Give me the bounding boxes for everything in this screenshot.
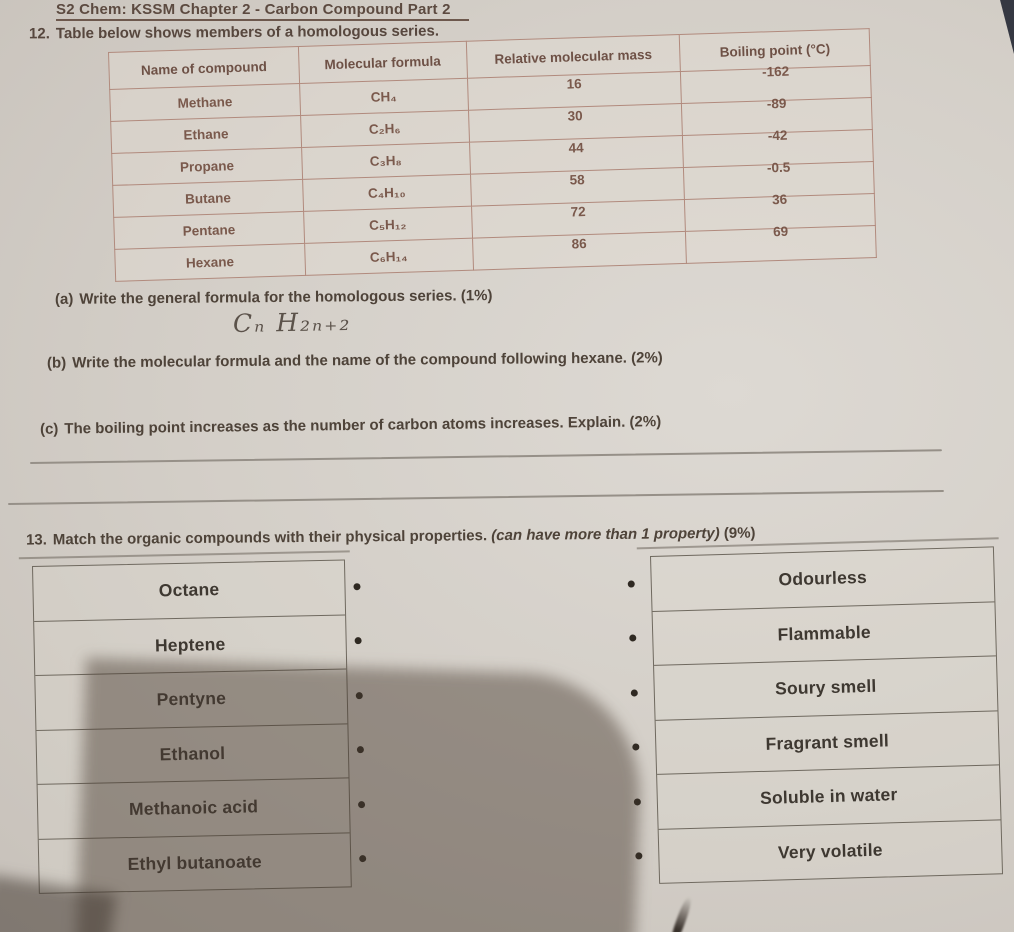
relative-mass-value: 72 [570, 204, 586, 220]
compound-row: Octane [33, 560, 361, 622]
property-label: Soluble in water [759, 784, 898, 809]
question-12-number: 12. [28, 25, 50, 43]
page-title: S2 Chem: KSSM Chapter 2 - Carbon Compoun… [56, 1, 469, 21]
answer-line [8, 489, 944, 505]
question-a-text: Write the general formula for the homolo… [79, 287, 493, 308]
phone-shadow [75, 658, 644, 932]
molecular-formula: C₃H₈ [301, 142, 471, 180]
match-dot [353, 582, 361, 591]
relative-mass-value: 44 [568, 140, 584, 156]
molecular-formula: CH₄ [299, 78, 469, 116]
boiling-point-value: -89 [766, 95, 787, 112]
question-b-text: Write the molecular formula and the name… [72, 349, 663, 372]
property-row: Fragrant smell [632, 710, 999, 775]
question-a: (a) Write the general formula for the hom… [55, 287, 493, 308]
property-label: Soury smell [774, 675, 877, 699]
boiling-point-value: -162 [761, 63, 790, 80]
molecular-formula: C₅H₁₂ [303, 206, 473, 244]
compound-name: Hexane [114, 243, 306, 282]
col-header-name: Name of compound [108, 46, 300, 90]
relative-mass-value: 30 [567, 108, 583, 124]
boiling-point: 69 [685, 223, 877, 264]
property-label: Fragrant smell [765, 730, 890, 754]
homologous-series-table: Name of compound Molecular formula Relat… [108, 28, 877, 282]
molecular-formula: C₆H₁₄ [304, 238, 474, 276]
match-dot [627, 580, 635, 588]
boiling-point-value: 36 [771, 191, 788, 208]
boiling-point-value: -42 [767, 127, 788, 144]
question-b: (b) Write the molecular formula and the n… [47, 349, 663, 371]
molecular-formula: C₂H₆ [300, 110, 470, 148]
property-row: Flammable [629, 601, 996, 666]
property-row: Soury smell [630, 656, 998, 721]
relative-mass-value: 58 [569, 172, 585, 188]
molecular-formula: C₄H₁₀ [302, 174, 472, 212]
match-dot [630, 689, 638, 697]
property-label: Very volatile [777, 839, 883, 863]
relative-mass: 86 [472, 231, 687, 271]
question-c-label: (c) [39, 420, 59, 438]
question-a-label: (a) [54, 290, 74, 308]
properties-box: Odourless Flammable Soury smell Fragrant… [627, 546, 1004, 884]
compound-label: Heptene [154, 633, 226, 656]
match-dot [354, 637, 362, 645]
dark-background-corner [1000, 0, 1014, 54]
match-dot [629, 634, 637, 642]
property-row: Soluble in water [633, 765, 1001, 830]
match-dot [632, 743, 640, 751]
boiling-point-value: 69 [772, 223, 789, 240]
pen-tip-shadow [668, 895, 694, 932]
question-b-label: (b) [46, 354, 67, 372]
property-row: Very volatile [635, 820, 1002, 883]
question-12-text: Table below shows members of a homologou… [55, 22, 440, 43]
question-c-text: The boiling point increases as the numbe… [64, 413, 662, 438]
relative-mass-value: 16 [566, 76, 582, 92]
handwritten-general-formula: Cₙ H₂ₙ₊₂ [232, 306, 352, 339]
question-13-text: Match the organic compounds with their p… [52, 527, 488, 549]
question-12: 12. Table below shows members of a homolo… [29, 23, 439, 43]
question-13-note: (can have more than 1 property) [491, 524, 720, 545]
compound-label: Octane [158, 579, 220, 601]
property-row: Odourless [627, 547, 995, 612]
answer-line [30, 449, 942, 464]
col-header-formula: Molecular formula [298, 41, 468, 84]
question-13-marks: (9%) [723, 524, 756, 542]
question-13: 13. Match the organic compounds with thei… [25, 522, 986, 549]
relative-mass-value: 86 [571, 236, 587, 252]
question-13-number: 13. [25, 531, 47, 549]
property-label: Flammable [777, 621, 872, 645]
boiling-point-value: -0.5 [766, 159, 791, 176]
question-c: (c) The boiling point increases as the nu… [40, 413, 661, 438]
page-title-text: S2 Chem: KSSM Chapter 2 - Carbon Compoun… [56, 1, 469, 21]
property-label: Odourless [778, 567, 868, 590]
